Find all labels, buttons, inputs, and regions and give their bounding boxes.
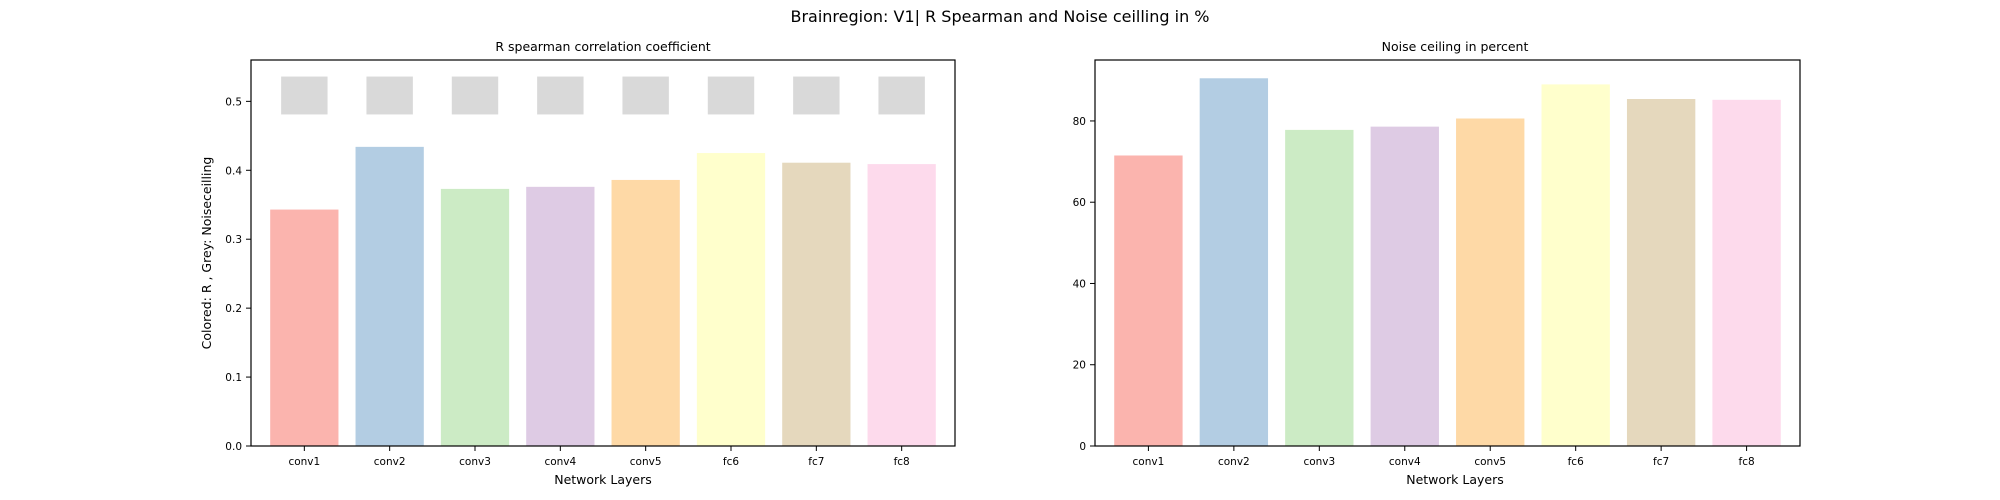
chart-right: Noise ceiling in percent Network Layers … — [1073, 39, 1801, 487]
chart-right-bar-conv3 — [1285, 129, 1354, 446]
chart-left-ytick-label: 0.5 — [225, 96, 242, 108]
chart-left: R spearman correlation coefficient Netwo… — [199, 39, 956, 487]
chart-left-ytick-label: 0.2 — [225, 303, 242, 315]
chart-left-bar-conv4 — [526, 186, 595, 447]
chart-right-plot-area: conv1 conv2 conv3 conv4 conv5 fc6 fc7 fc8 0 20 40 6… — [1073, 59, 1801, 468]
chart-left-noise-ceiling-conv4 — [537, 76, 584, 115]
chart-right-ytick-label: 80 — [1073, 116, 1086, 128]
chart-right-bar-fc8 — [1712, 99, 1781, 447]
chart-left-xtick-label: conv3 — [459, 456, 491, 468]
chart-left-noise-ceiling-fc8 — [878, 76, 925, 115]
chart-right-ytick-label: 40 — [1073, 278, 1086, 290]
chart-right-bar-conv4 — [1370, 126, 1439, 446]
chart-left-bar-conv5 — [611, 179, 680, 446]
chart-left-bar-fc8 — [867, 164, 936, 446]
chart-left-noise-ceiling-conv3 — [451, 76, 499, 115]
chart-left-xtick-label: conv1 — [288, 456, 320, 468]
chart-right-bar-fc6 — [1541, 84, 1610, 447]
chart-right-xtick-label: conv5 — [1474, 456, 1506, 468]
chart-right-ytick-label: 0 — [1079, 441, 1086, 453]
chart-left-noise-ceiling-conv5 — [622, 76, 669, 115]
chart-left-noise-ceiling-conv2 — [366, 76, 413, 115]
chart-left-xtick-label: conv4 — [544, 456, 576, 468]
chart-left-title: R spearman correlation coefficient — [495, 39, 710, 54]
chart-right-xtick-label: conv3 — [1303, 456, 1335, 468]
chart-right-bar-conv1 — [1114, 155, 1183, 447]
chart-left-xtick-label: fc6 — [723, 456, 739, 468]
chart-left-xtick-label: conv2 — [374, 456, 406, 468]
chart-left-xtick-label: fc8 — [894, 456, 910, 468]
chart-right-xtick-label: conv1 — [1133, 456, 1165, 468]
chart-left-ylabel: Colored: R , Grey: Noiseceilling — [199, 157, 214, 350]
chart-left-bar-conv2 — [355, 146, 424, 446]
chart-right-xtick-label: conv4 — [1389, 456, 1421, 468]
chart-right-bar-conv5 — [1456, 118, 1525, 447]
chart-left-ytick-label: 0.3 — [225, 234, 242, 246]
chart-left-bar-fc6 — [696, 153, 766, 446]
chart-right-axes-frame — [1094, 59, 1801, 447]
chart-right-ytick-label: 20 — [1073, 360, 1086, 372]
figure-title: Brainregion: V1| R Spearman and Noise ce… — [790, 7, 1209, 26]
chart-left-ytick-label: 0.4 — [225, 165, 242, 177]
chart-left-xlabel: Network Layers — [554, 472, 652, 487]
chart-left-noise-ceiling-fc6 — [707, 76, 755, 115]
chart-right-ytick-label: 60 — [1073, 197, 1086, 209]
chart-left-bar-conv1 — [270, 209, 339, 446]
chart-right-xtick-label: fc8 — [1739, 456, 1755, 468]
chart-left-axes-frame — [250, 59, 956, 447]
chart-left-xtick-label: conv5 — [630, 456, 662, 468]
chart-right-bar-conv2 — [1199, 78, 1269, 446]
chart-left-bar-fc7 — [782, 162, 851, 447]
chart-right-xtick-label: conv2 — [1218, 456, 1250, 468]
chart-left-ytick-label: 0.0 — [225, 441, 242, 453]
chart-right-title: Noise ceiling in percent — [1382, 39, 1529, 54]
chart-right-xtick-label: fc6 — [1568, 456, 1584, 468]
chart-left-noise-ceiling-conv1 — [281, 76, 328, 115]
chart-left-xtick-label: fc7 — [808, 456, 824, 468]
chart-right-bar-fc7 — [1626, 99, 1696, 446]
chart-left-noise-ceiling-fc7 — [793, 76, 840, 115]
chart-left-ytick-label: 0.1 — [225, 372, 242, 384]
chart-left-plot-area: conv1 conv2 conv3 conv4 conv5 fc6 fc7 fc8 0.0 0.1… — [225, 59, 956, 468]
chart-right-xlabel: Network Layers — [1406, 472, 1504, 487]
chart-left-bar-conv3 — [440, 188, 510, 446]
chart-right-xtick-label: fc7 — [1653, 456, 1669, 468]
